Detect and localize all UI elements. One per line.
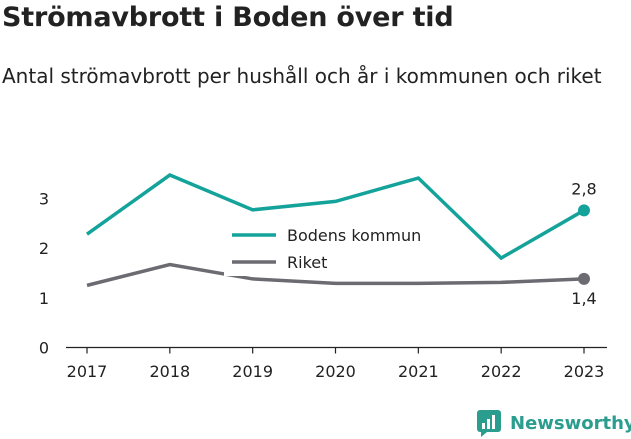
- y-tick-label: 0: [39, 339, 49, 358]
- x-axis-ticks: 2017 2018 2019 2020 2021 2022 2023: [67, 347, 605, 381]
- x-tick-label: 2018: [149, 362, 190, 381]
- y-axis-ticks: 0 1 2 3: [39, 189, 49, 357]
- y-tick-label: 1: [39, 289, 49, 308]
- end-labels: 2,8 1,4: [571, 179, 596, 308]
- newsworthy-icon: [477, 410, 501, 437]
- series-line-bodens-kommun: [85, 173, 585, 261]
- legend-background: [224, 220, 446, 276]
- x-tick-label: 2019: [232, 362, 273, 381]
- series-line-riket: [86, 262, 585, 288]
- end-value-label: 2,8: [571, 179, 596, 198]
- x-tick-label: 2020: [315, 362, 356, 381]
- y-tick-label: 3: [39, 189, 49, 208]
- legend-label: Bodens kommun: [287, 226, 421, 245]
- legend: Bodens kommun Riket: [224, 220, 446, 276]
- x-tick-label: 2021: [398, 362, 439, 381]
- x-tick-label: 2017: [67, 362, 108, 381]
- series-end-point: [578, 204, 590, 217]
- end-value-label: 1,4: [571, 289, 596, 308]
- series-lines: [85, 173, 590, 288]
- legend-label: Riket: [287, 253, 327, 272]
- chart-title: Strömavbrott i Boden över tid: [2, 2, 454, 33]
- brand-name: Newsworthy: [510, 412, 631, 434]
- y-tick-label: 2: [39, 239, 49, 258]
- x-tick-label: 2023: [564, 362, 605, 381]
- x-tick-label: 2022: [481, 362, 522, 381]
- series-end-point: [578, 272, 590, 285]
- chart-subtitle: Antal strömavbrott per hushåll och år i …: [2, 64, 602, 88]
- newsworthy-logo: Newsworthy: [476, 407, 631, 439]
